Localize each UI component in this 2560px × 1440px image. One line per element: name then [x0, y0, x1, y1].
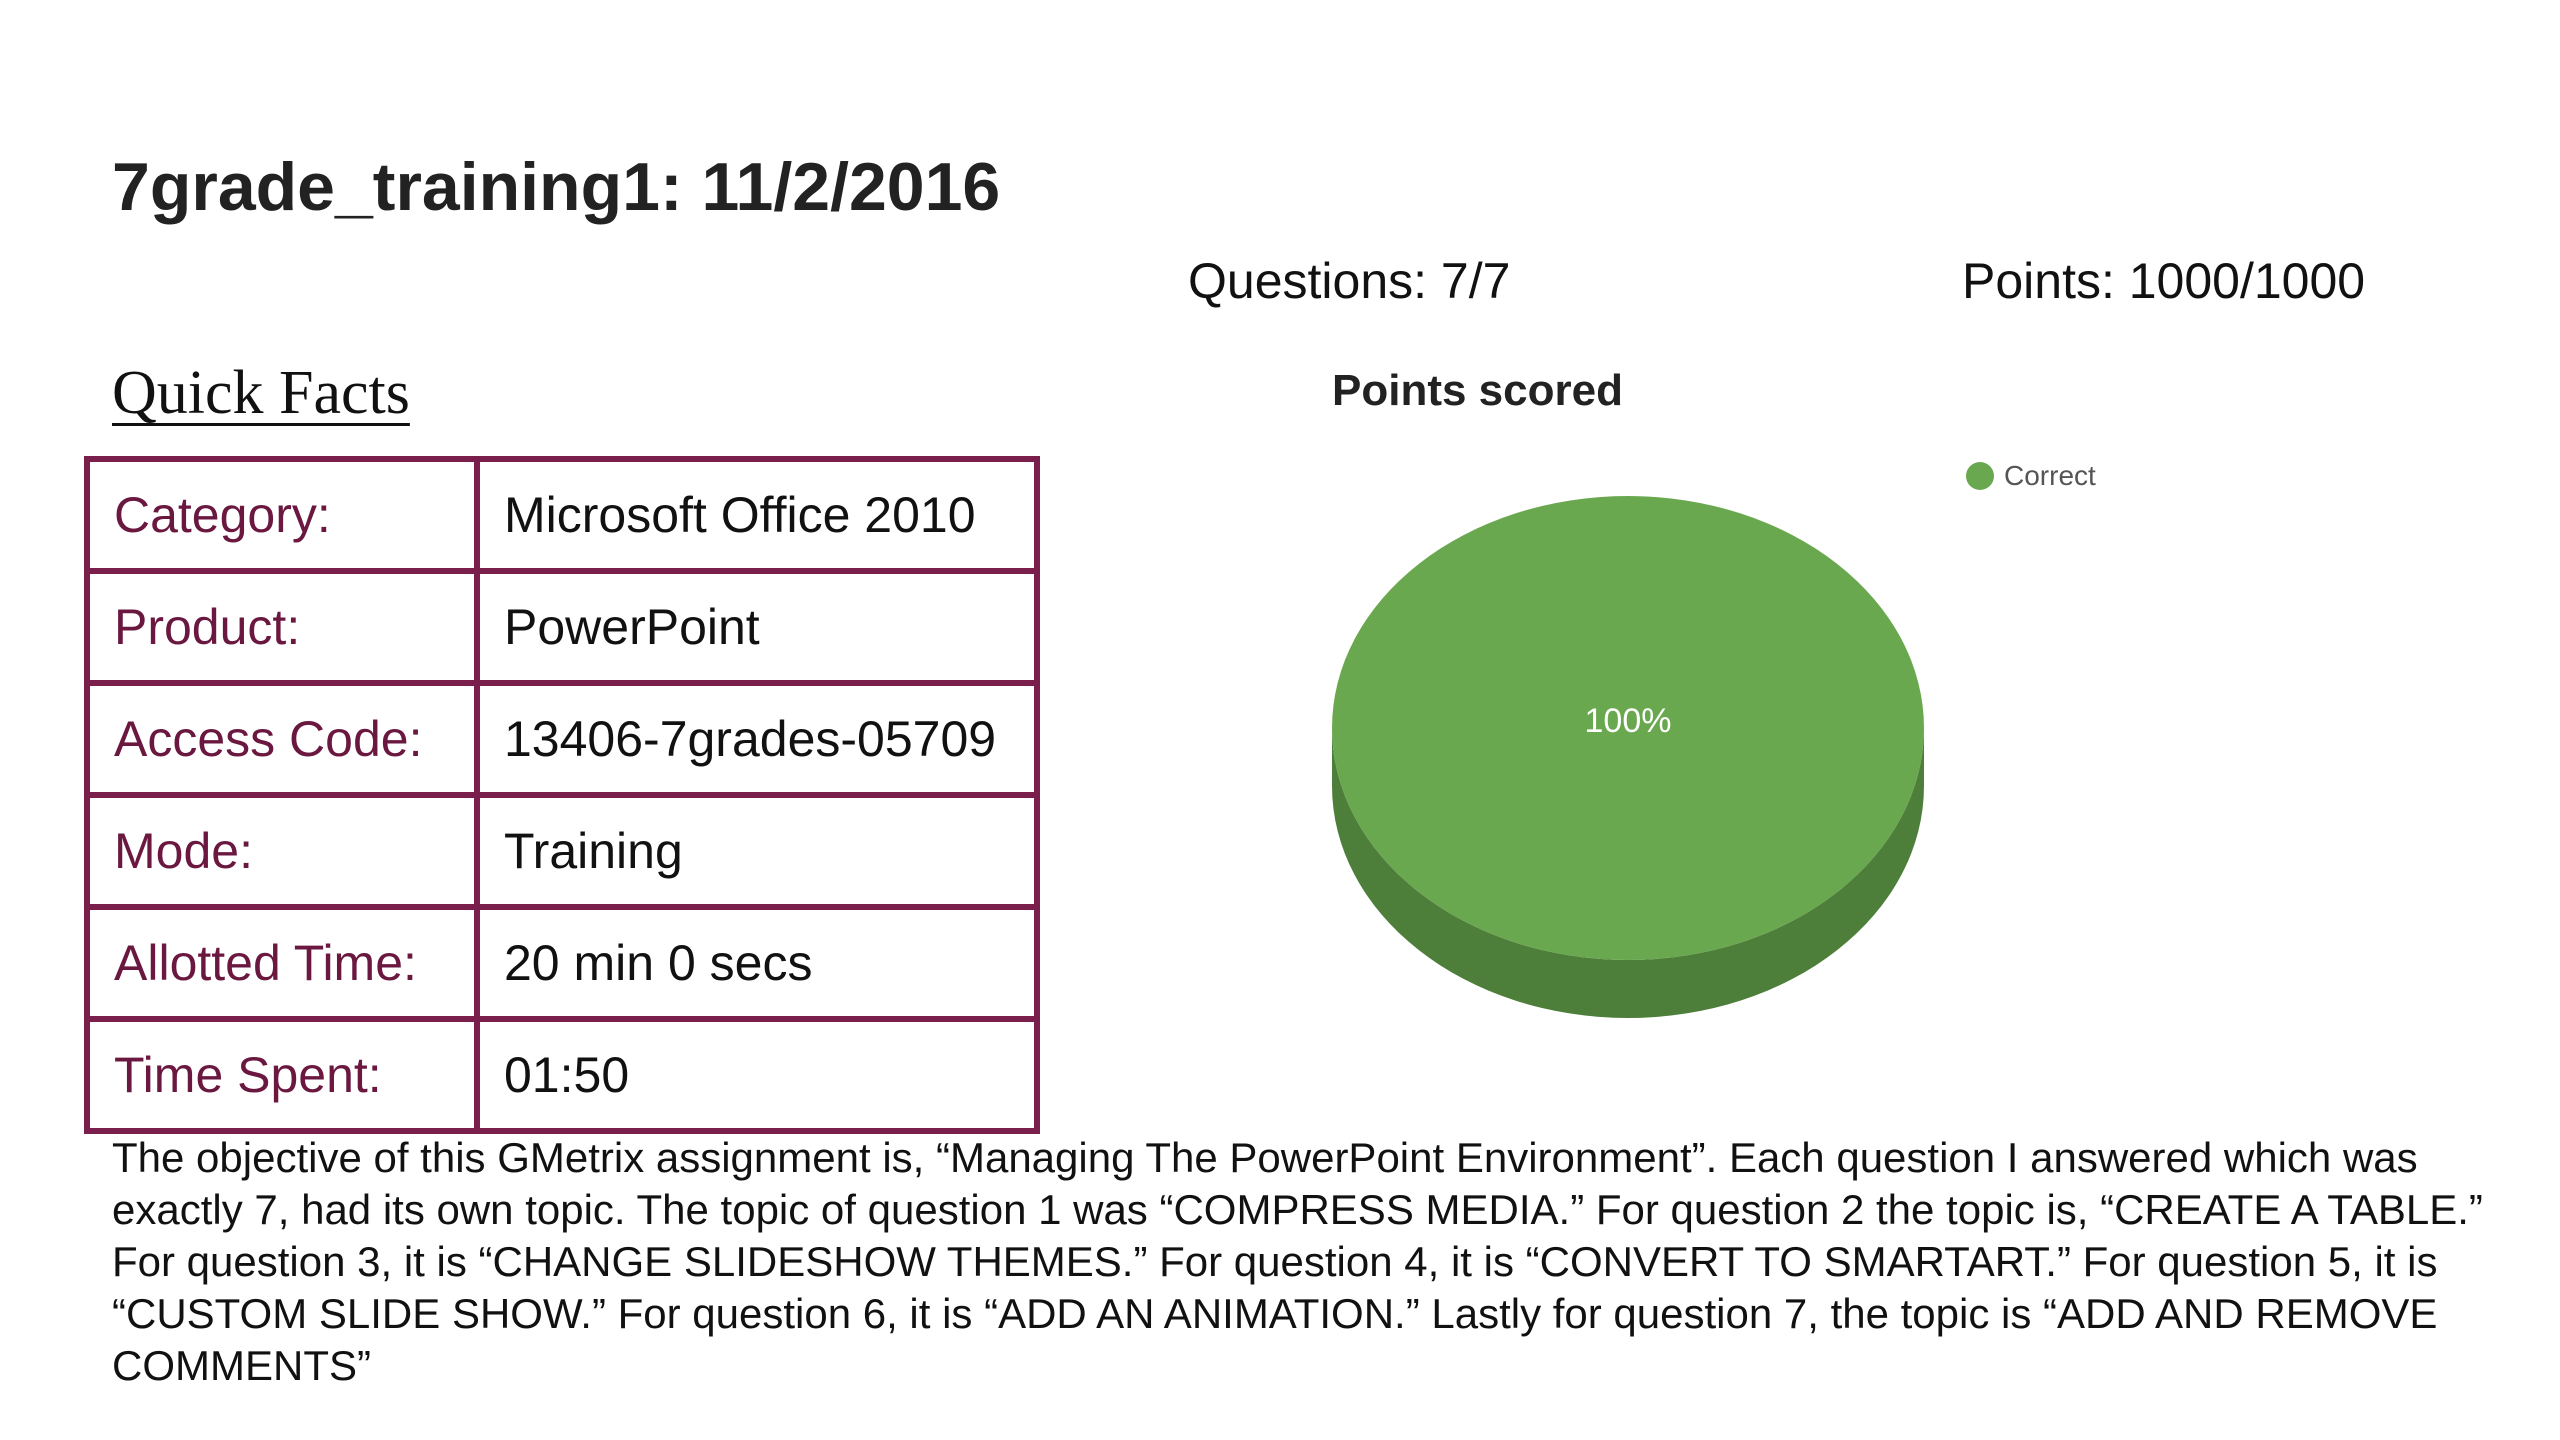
facts-label: Allotted Time:	[84, 904, 480, 1022]
facts-label: Access Code:	[84, 680, 480, 798]
facts-label: Mode:	[84, 792, 480, 910]
assignment-title: 7grade_training1: 11/2/2016	[112, 149, 1001, 225]
legend-swatch-correct	[1966, 462, 1994, 490]
facts-row-access-code: Access Code: 13406-7grades-05709	[84, 680, 1040, 798]
facts-value: Microsoft Office 2010	[474, 456, 1040, 574]
facts-value: 01:50	[474, 1016, 1040, 1134]
pie-slice-correct	[1332, 496, 1924, 960]
points-total: Points: 1000/1000	[1962, 253, 2366, 309]
objective-paragraph: The objective of this GMetrix assignment…	[112, 1134, 2483, 1389]
facts-value: Training	[474, 792, 1040, 910]
facts-row-mode: Mode: Training	[84, 792, 1040, 910]
facts-row-allotted-time: Allotted Time: 20 min 0 secs	[84, 904, 1040, 1022]
facts-value: 20 min 0 secs	[474, 904, 1040, 1022]
quick-facts-table: Category: Microsoft Office 2010 Product:…	[84, 456, 1040, 1134]
pie-layer: 100%	[1332, 496, 1924, 1018]
quick-facts-heading: Quick Facts	[112, 359, 410, 427]
facts-value: PowerPoint	[474, 568, 1040, 686]
facts-value: 13406-7grades-05709	[474, 680, 1040, 798]
questions-count: Questions: 7/7	[1188, 253, 1511, 309]
facts-row-category: Category: Microsoft Office 2010	[84, 456, 1040, 574]
facts-label: Category:	[84, 456, 480, 574]
chart-title: Points scored	[1332, 366, 1623, 415]
pie-slice-side-correct	[1332, 728, 1924, 1018]
chart-legend: Correct	[1966, 460, 2096, 492]
legend-label-correct: Correct	[2004, 460, 2096, 491]
facts-label: Product:	[84, 568, 480, 686]
facts-row-product: Product: PowerPoint	[84, 568, 1040, 686]
facts-row-time-spent: Time Spent: 01:50	[84, 1016, 1040, 1134]
pie-data-label: 100%	[1585, 702, 1672, 740]
facts-label: Time Spent:	[84, 1016, 480, 1134]
points-pie-chart: 100%	[1332, 496, 1924, 1018]
